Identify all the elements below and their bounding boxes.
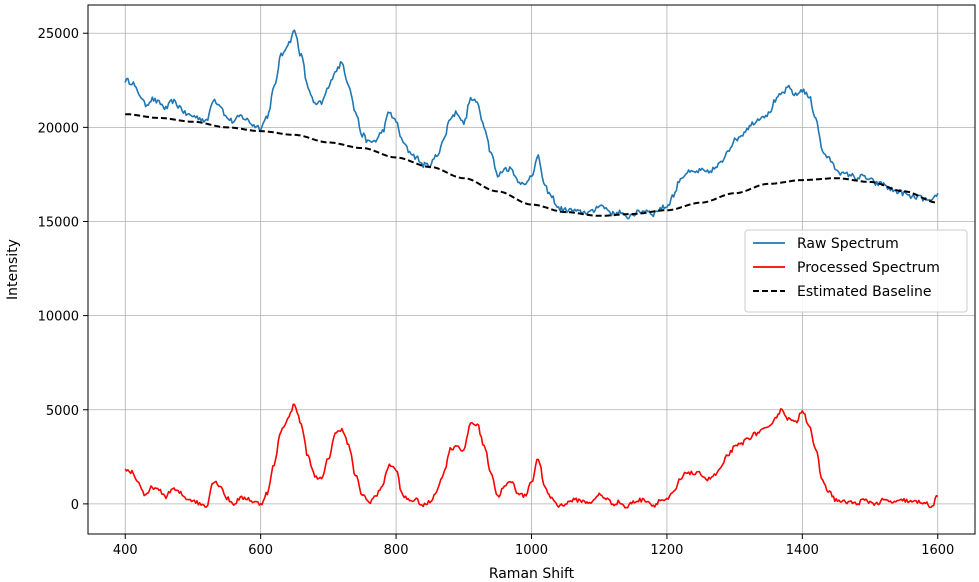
y-tick-label: 10000 xyxy=(38,310,79,325)
y-tick-label: 0 xyxy=(71,498,79,513)
series-line-raw-spectrum xyxy=(124,29,939,220)
legend-box xyxy=(744,229,968,313)
series-line-estimated-baseline xyxy=(125,113,938,217)
y-tick-label: 20000 xyxy=(38,121,79,136)
x-tick-label: 1600 xyxy=(921,543,954,558)
plot-series xyxy=(124,29,939,509)
x-tick-label: 1000 xyxy=(515,543,548,558)
y-tick-label: 25000 xyxy=(38,27,79,42)
x-tick-label: 400 xyxy=(113,543,138,558)
y-tick-label: 15000 xyxy=(38,215,79,230)
x-tick-label: 600 xyxy=(248,543,273,558)
y-axis-label: Intensity xyxy=(5,239,21,300)
axis-ticks: 400 600 800 1000 1200 1400 1600 0 5000 10000 15000… xyxy=(38,27,955,558)
x-axis-label: Raman Shift xyxy=(489,566,575,582)
legend-label: Processed Spectrum xyxy=(797,260,940,276)
y-tick-label: 5000 xyxy=(46,404,79,419)
x-tick-label: 1400 xyxy=(786,543,819,558)
legend-label: Estimated Baseline xyxy=(797,284,932,300)
series-line-processed-spectrum xyxy=(124,403,939,509)
legend: Raw Spectrum Processed Spectrum Estimated … xyxy=(744,229,968,313)
x-tick-label: 800 xyxy=(384,543,409,558)
x-tick-label: 1200 xyxy=(650,543,683,558)
legend-label: Raw Spectrum xyxy=(797,236,899,252)
